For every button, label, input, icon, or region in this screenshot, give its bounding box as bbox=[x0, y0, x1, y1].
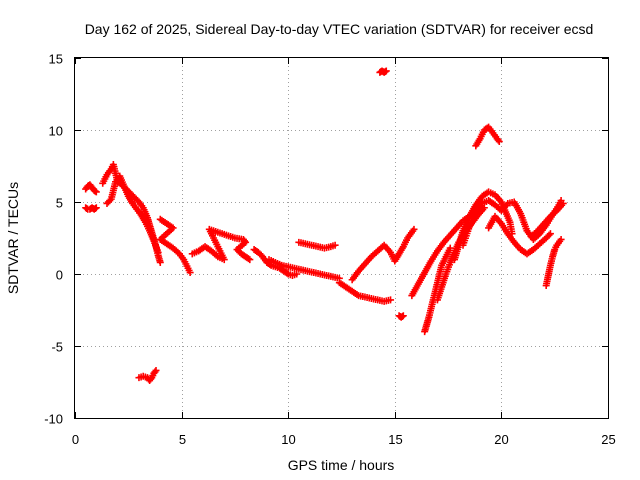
x-axis-title: GPS time / hours bbox=[288, 457, 395, 473]
series-track-afternoon-rise bbox=[348, 225, 418, 284]
data-point bbox=[151, 368, 159, 376]
data-point bbox=[92, 204, 100, 212]
y-tick-label: 15 bbox=[49, 52, 63, 67]
y-tick-labels: -10 -5 0 5 10 15 bbox=[44, 52, 63, 427]
data-point bbox=[495, 138, 503, 146]
series-track-small-dip bbox=[395, 312, 407, 321]
x-tick-label: 5 bbox=[179, 432, 186, 447]
y-tick-label: 5 bbox=[56, 196, 63, 211]
y-tick-label: 10 bbox=[49, 124, 63, 139]
series-track-forenoon bbox=[250, 246, 301, 279]
plot-frame bbox=[74, 57, 609, 419]
data-point bbox=[446, 244, 454, 252]
x-tick-label: 25 bbox=[601, 432, 615, 447]
data-point bbox=[92, 188, 100, 196]
series-track-morning-second bbox=[103, 172, 162, 256]
x-tick-labels: 0 5 10 15 20 25 bbox=[72, 432, 616, 447]
data-points bbox=[82, 67, 567, 385]
data-point bbox=[546, 230, 554, 238]
x-tick-label: 10 bbox=[281, 432, 295, 447]
data-point bbox=[106, 197, 114, 205]
data-point bbox=[283, 269, 291, 277]
series-track-isolated-high bbox=[376, 67, 390, 76]
series-track-early-afternoon bbox=[335, 279, 395, 305]
data-point bbox=[545, 231, 553, 239]
data-point bbox=[494, 136, 502, 144]
data-point bbox=[557, 235, 565, 243]
x-tick-label: 15 bbox=[388, 432, 402, 447]
series-track-noon-upper bbox=[295, 238, 339, 252]
series-track-isolated-low bbox=[135, 366, 160, 385]
data-point bbox=[152, 366, 160, 374]
series-track-evening-lower bbox=[485, 212, 554, 258]
series-track-mid-morning bbox=[156, 215, 194, 277]
data-point bbox=[387, 296, 395, 304]
series-track-morning-spread bbox=[188, 225, 254, 264]
x-tick-label: 0 bbox=[72, 432, 79, 447]
y-tick-label: -10 bbox=[44, 412, 63, 427]
series-track-late-dip bbox=[421, 244, 454, 336]
y-axis-title: SDTVAR / TECUs bbox=[5, 182, 21, 294]
data-point bbox=[382, 67, 390, 75]
series-track-early-low bbox=[82, 204, 100, 213]
grid bbox=[75, 58, 608, 418]
series-track-early-morning bbox=[82, 181, 100, 196]
series-track-late-climb bbox=[408, 212, 473, 300]
series-track-final bbox=[542, 235, 565, 290]
data-point bbox=[186, 269, 194, 277]
series-track-final-upper bbox=[527, 199, 567, 241]
data-point bbox=[154, 248, 162, 256]
series-track-evening-peak bbox=[450, 188, 516, 264]
y-tick-label: -5 bbox=[51, 340, 63, 355]
chart-title: Day 162 of 2025, Sidereal Day-to-day VTE… bbox=[85, 21, 594, 37]
data-point bbox=[147, 375, 155, 383]
data-point bbox=[156, 258, 164, 266]
series-track-isolated-peak bbox=[472, 123, 503, 150]
x-tick-label: 20 bbox=[494, 432, 508, 447]
y-tick-label: 0 bbox=[56, 268, 63, 283]
data-point bbox=[244, 255, 252, 263]
data-point bbox=[399, 312, 407, 320]
data-point bbox=[246, 256, 254, 264]
data-point bbox=[331, 241, 339, 249]
data-point bbox=[559, 199, 567, 207]
data-point bbox=[410, 225, 418, 233]
